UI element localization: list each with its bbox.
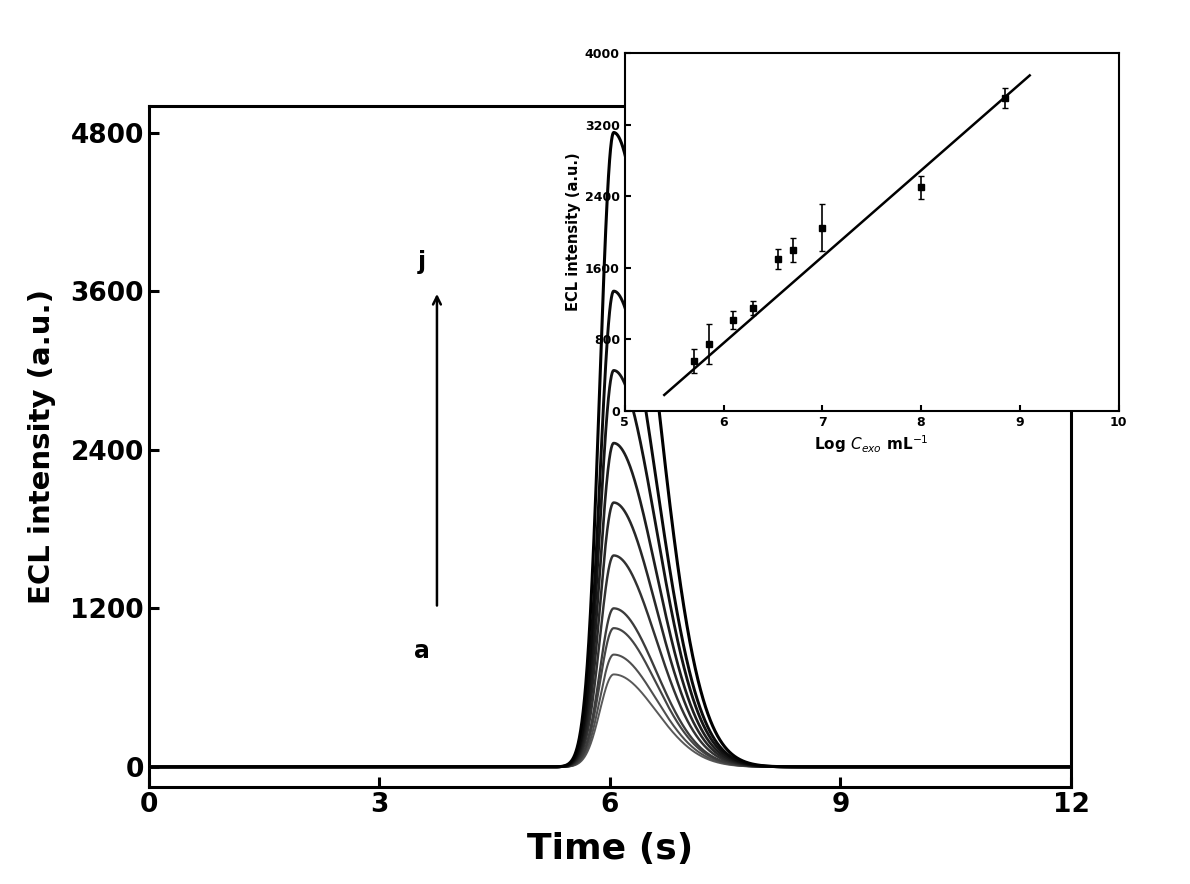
Y-axis label: ECL intensity (a.u.): ECL intensity (a.u.) [565, 153, 581, 311]
X-axis label: Log $C_{exo}$ mL$^{-1}$: Log $C_{exo}$ mL$^{-1}$ [814, 433, 929, 454]
Y-axis label: ECL intensity (a.u.): ECL intensity (a.u.) [29, 289, 56, 604]
Text: a: a [414, 639, 430, 663]
Text: j: j [418, 250, 426, 274]
X-axis label: Time (s): Time (s) [527, 832, 693, 865]
